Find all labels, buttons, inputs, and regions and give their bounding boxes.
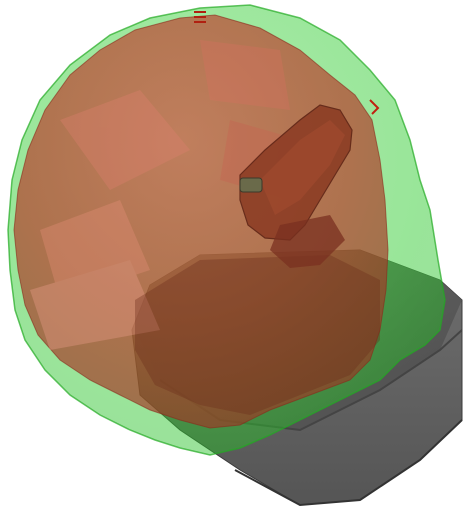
arm-gripper-icon [239,177,263,193]
right-edge-marker [369,99,380,115]
inner-volume [13,14,389,429]
inner-base-shadow [135,255,380,415]
top-marker [194,11,206,23]
robot-arm [239,104,353,268]
